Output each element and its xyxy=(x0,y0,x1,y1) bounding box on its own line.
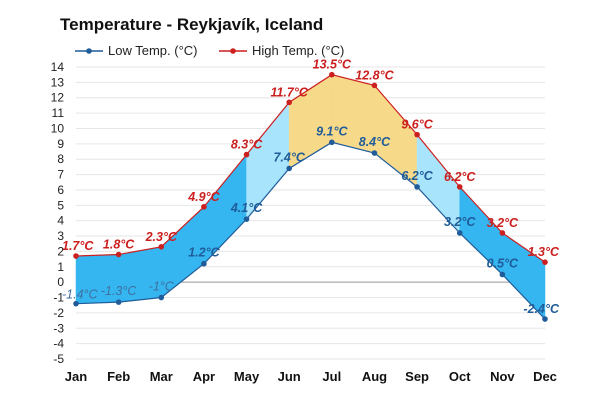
low-temp-label: 3.2°C xyxy=(444,215,476,229)
high-temp-label: 13.5°C xyxy=(313,58,352,72)
y-tick-label: 7 xyxy=(57,168,64,182)
y-tick-label: 1 xyxy=(57,260,64,274)
y-tick-label: -3 xyxy=(53,321,64,335)
x-tick-label: Jul xyxy=(322,369,341,384)
high-temp-label: 3.2°C xyxy=(487,216,519,230)
low-temp-label: 8.4°C xyxy=(359,135,391,149)
data-labels: 1.7°C 1.8°C 2.3°C 4.9°C 8.3°C 11.7°C 13.5°C12.… xyxy=(62,58,560,316)
high-temp-point xyxy=(243,151,250,158)
x-tick-label: Jan xyxy=(65,369,87,384)
high-temp-point xyxy=(371,82,378,89)
high-temp-label: 12.8°C xyxy=(355,68,394,82)
high-temp-label: 8.3°C xyxy=(231,138,263,152)
low-temp-point xyxy=(456,230,463,236)
x-tick-label: Apr xyxy=(193,369,215,384)
low-temp-point xyxy=(115,299,122,305)
x-tick-label: Feb xyxy=(107,369,130,384)
low-temp-label: 4.1°C xyxy=(230,201,263,215)
high-temp-point xyxy=(499,230,506,236)
low-temp-label: 7.4°C xyxy=(273,150,305,164)
y-tick-label: 12 xyxy=(51,91,65,105)
legend-label-low: Low Temp. (°C) xyxy=(108,43,197,58)
low-temp-label: -1.3°C xyxy=(101,284,138,298)
y-tick-label: 4 xyxy=(57,214,64,228)
high-temp-line xyxy=(75,74,546,263)
low-temp-label: 9.1°C xyxy=(316,124,348,138)
x-tick-label: Dec xyxy=(533,369,557,384)
y-tick-label: 6 xyxy=(57,183,64,197)
high-temp-label: 1.3°C xyxy=(528,245,560,259)
low-temp-label: 1.2°C xyxy=(188,246,220,260)
high-temp-point xyxy=(158,244,165,250)
low-temp-label: -1°C xyxy=(149,280,175,294)
y-tick-label: 8 xyxy=(57,152,64,166)
y-tick-label: 3 xyxy=(57,229,64,243)
y-tick-label: 0 xyxy=(57,275,64,289)
low-temp-line xyxy=(75,141,546,320)
x-tick-label: May xyxy=(234,369,260,384)
y-tick-label: 14 xyxy=(51,60,65,74)
low-temp-label: -1.4°C xyxy=(62,288,99,302)
low-temp-point xyxy=(286,165,292,172)
y-tick-label: 9 xyxy=(57,137,64,151)
high-temp-label: 1.8°C xyxy=(103,237,135,251)
low-temp-point xyxy=(499,271,506,278)
series-points xyxy=(73,71,548,322)
temperature-band xyxy=(75,74,546,320)
high-temp-point xyxy=(329,71,335,78)
high-temp-point xyxy=(456,184,463,190)
low-temp-point xyxy=(414,184,420,190)
legend-item-high[interactable]: High Temp. (°C) xyxy=(219,43,344,58)
high-temp-label: 11.7°C xyxy=(270,85,308,99)
y-tick-label: -5 xyxy=(53,352,64,366)
y-tick-label: 2 xyxy=(57,244,64,258)
y-tick-label: 11 xyxy=(52,106,65,120)
low-temp-point xyxy=(329,139,335,146)
x-tick-label: Nov xyxy=(490,369,515,384)
low-temp-point xyxy=(73,300,79,307)
low-temp-point xyxy=(201,260,207,267)
high-temp-point xyxy=(286,99,292,106)
x-tick-label: Aug xyxy=(362,369,387,384)
chart-title: Temperature - Reykjavík, Iceland xyxy=(60,15,323,34)
high-temp-point xyxy=(73,253,79,259)
low-temp-point xyxy=(243,216,250,222)
x-tick-label: Jun xyxy=(278,369,301,384)
x-tick-label: Oct xyxy=(449,369,471,384)
legend-item-low[interactable]: Low Temp. (°C) xyxy=(75,43,197,58)
high-temp-point xyxy=(542,259,548,265)
legend: Low Temp. (°C) High Temp. (°C) xyxy=(75,43,344,58)
high-temp-label: 1.7°C xyxy=(62,239,94,253)
y-tick-label: -1 xyxy=(53,291,64,305)
y-tick-label: 5 xyxy=(57,198,64,212)
low-temp-point xyxy=(542,316,548,322)
x-tick-label: Mar xyxy=(150,369,173,384)
y-tick-label: -2 xyxy=(53,306,64,320)
y-tick-label: 13 xyxy=(51,75,65,89)
low-temp-point xyxy=(158,294,165,301)
series-lines xyxy=(75,74,546,320)
x-tick-label: Sep xyxy=(405,369,429,384)
high-temp-label: 9.6°C xyxy=(401,118,433,132)
high-temp-point xyxy=(115,251,122,258)
y-tick-label: -4 xyxy=(53,337,64,351)
y-tick-label: 10 xyxy=(51,121,65,135)
high-temp-point xyxy=(201,204,207,210)
low-temp-label: -2.4°C xyxy=(523,302,560,316)
high-temp-point xyxy=(414,131,420,138)
low-temp-label: 0.5°C xyxy=(487,256,519,270)
high-temp-label: 6.2°C xyxy=(444,170,476,184)
low-temp-label: 6.2°C xyxy=(401,169,433,183)
high-temp-label: 4.9°C xyxy=(187,190,220,204)
legend-label-high: High Temp. (°C) xyxy=(252,43,344,58)
high-temp-label: 2.3°C xyxy=(145,230,178,244)
low-temp-point xyxy=(371,150,378,156)
